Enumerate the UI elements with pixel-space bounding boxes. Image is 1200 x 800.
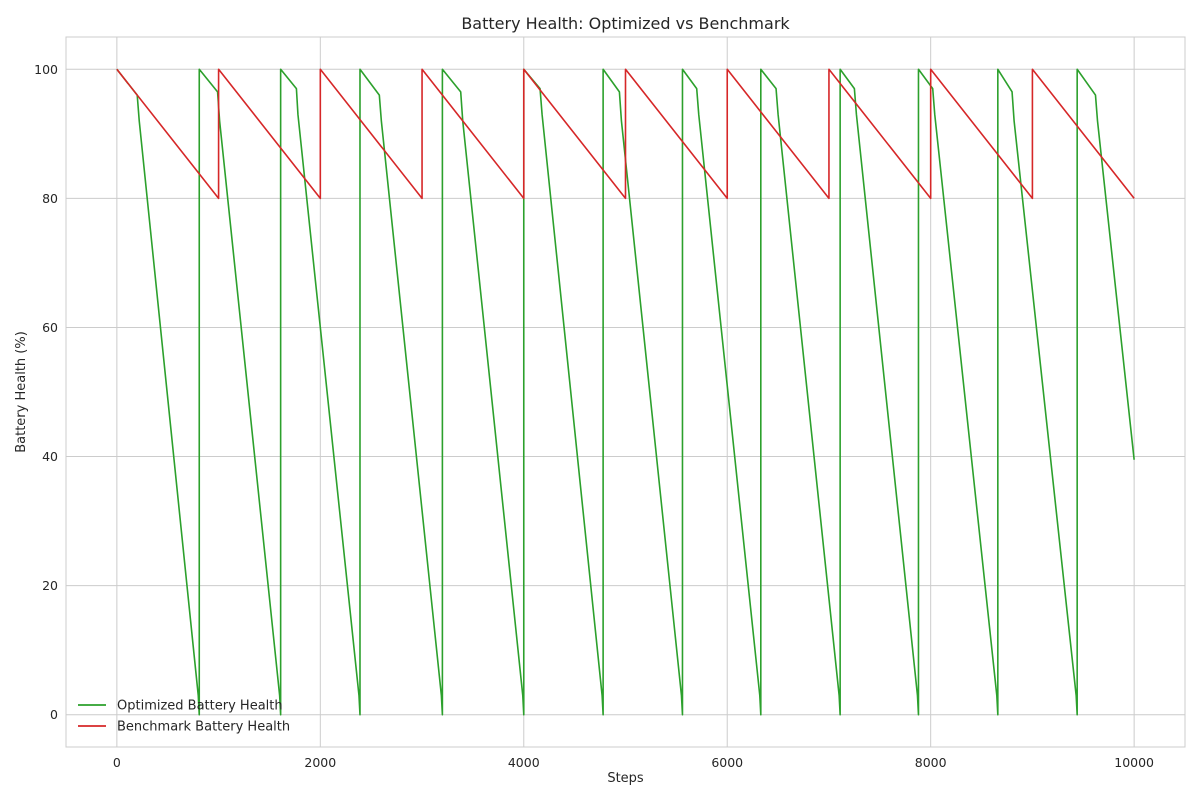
series-line-optimized: [116, 68, 1135, 716]
y-tick-label: 40: [42, 449, 58, 464]
tick-layer: 0 2000 4000 6000 8000 10000 0 20 40 60 80 100: [34, 62, 1154, 770]
x-tick-label: 2000: [304, 755, 336, 770]
legend-label: Benchmark Battery Health: [117, 720, 290, 735]
y-tick-label: 0: [50, 707, 58, 722]
y-tick-label: 100: [34, 62, 58, 77]
x-tick-label: 4000: [508, 755, 540, 770]
x-tick-label: 10000: [1114, 755, 1154, 770]
y-tick-label: 60: [42, 320, 58, 335]
chart-title: Battery Health: Optimized vs Benchmark: [461, 14, 790, 33]
y-axis-label: Battery Health (%): [14, 331, 29, 453]
x-tick-label: 0: [113, 755, 121, 770]
x-tick-label: 6000: [711, 755, 743, 770]
x-axis-label: Steps: [607, 771, 644, 786]
legend-label: Optimized Battery Health: [117, 699, 283, 714]
series-line-benchmark: [116, 68, 1135, 200]
plot-frame: [65, 36, 1186, 748]
y-tick-label: 20: [42, 578, 58, 593]
x-tick-label: 8000: [915, 755, 947, 770]
y-tick-label: 80: [42, 191, 58, 206]
series-layer: [116, 68, 1135, 716]
legend: Optimized Battery Health Benchmark Batter…: [78, 699, 290, 735]
